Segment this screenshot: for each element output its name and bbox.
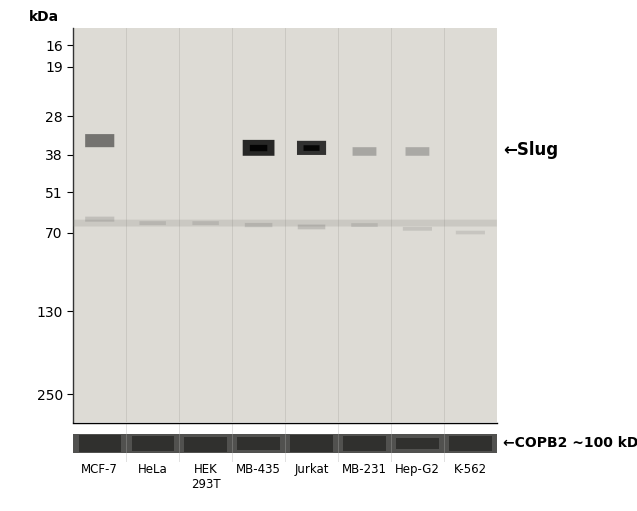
FancyBboxPatch shape — [406, 147, 429, 156]
FancyBboxPatch shape — [192, 221, 219, 225]
Bar — [238, 437, 280, 450]
Text: Jurkat: Jurkat — [294, 463, 329, 476]
FancyBboxPatch shape — [245, 223, 273, 227]
Text: ←Slug: ←Slug — [503, 141, 559, 159]
FancyBboxPatch shape — [250, 145, 268, 151]
FancyBboxPatch shape — [243, 140, 275, 156]
FancyBboxPatch shape — [297, 141, 326, 155]
FancyBboxPatch shape — [140, 221, 166, 225]
Text: HEK
293T: HEK 293T — [191, 463, 220, 492]
Text: HeLa: HeLa — [138, 463, 168, 476]
Text: ←COPB2 ~100 kDa: ←COPB2 ~100 kDa — [503, 436, 637, 450]
Text: K-562: K-562 — [454, 463, 487, 476]
FancyBboxPatch shape — [351, 223, 378, 227]
Bar — [343, 436, 385, 451]
FancyBboxPatch shape — [403, 227, 432, 231]
Bar — [78, 435, 121, 452]
Text: kDa: kDa — [29, 10, 59, 24]
Bar — [185, 437, 227, 453]
Text: Hep-G2: Hep-G2 — [395, 463, 440, 476]
FancyBboxPatch shape — [85, 134, 114, 147]
FancyBboxPatch shape — [352, 147, 376, 156]
Text: MB-435: MB-435 — [236, 463, 281, 476]
Text: MCF-7: MCF-7 — [82, 463, 118, 476]
FancyBboxPatch shape — [297, 225, 326, 229]
FancyBboxPatch shape — [303, 145, 320, 151]
FancyBboxPatch shape — [85, 217, 114, 222]
FancyBboxPatch shape — [456, 231, 485, 235]
Bar — [449, 435, 492, 451]
Text: MB-231: MB-231 — [342, 463, 387, 476]
Bar — [73, 434, 497, 453]
Bar — [396, 438, 439, 449]
Bar — [290, 435, 333, 452]
Bar — [131, 435, 174, 451]
FancyBboxPatch shape — [73, 220, 497, 226]
